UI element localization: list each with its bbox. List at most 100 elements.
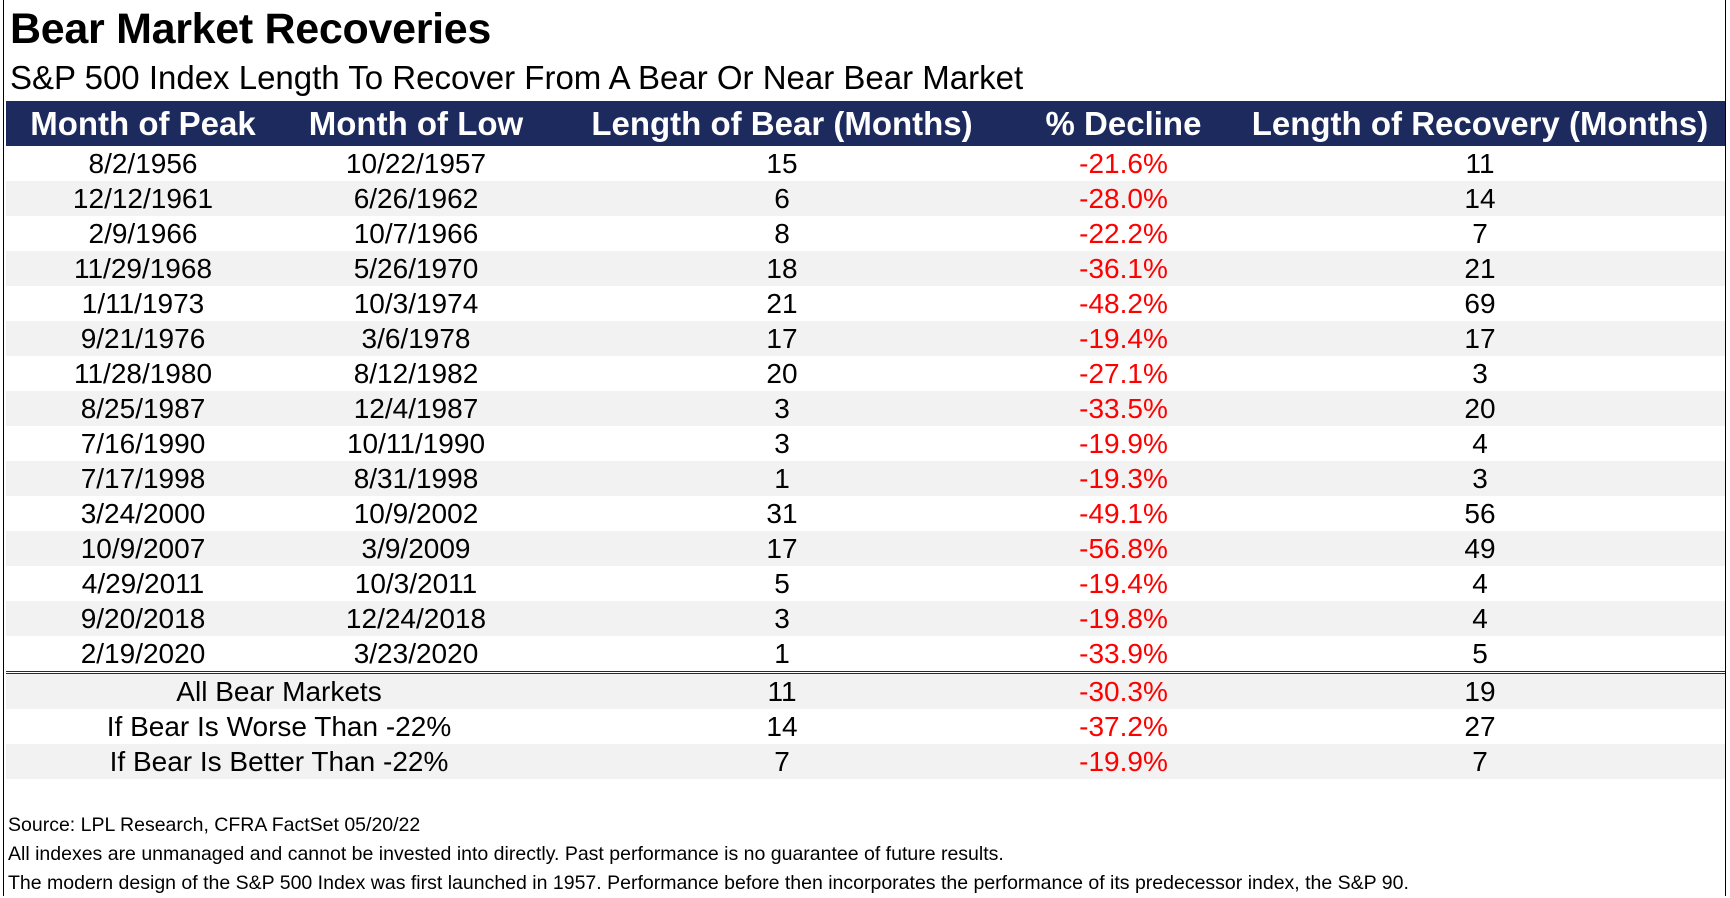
- cell-decline: -56.8%: [1012, 531, 1235, 566]
- summary-length-of-recovery: 27: [1235, 709, 1725, 744]
- cell-length-of-bear: 17: [552, 531, 1012, 566]
- cell-length-of-bear: 18: [552, 251, 1012, 286]
- summary-decline: -19.9%: [1012, 744, 1235, 779]
- cell-decline: -19.4%: [1012, 321, 1235, 356]
- summary-length-of-bear: 7: [552, 744, 1012, 779]
- cell-month-of-peak: 1/11/1973: [6, 286, 280, 321]
- cell-length-of-recovery: 11: [1235, 146, 1725, 181]
- cell-month-of-low: 8/31/1998: [280, 461, 552, 496]
- table-row: 1/11/1973 10/3/1974 21 -48.2% 69: [6, 286, 1725, 321]
- double-rule: [6, 671, 1725, 675]
- cell-month-of-low: 6/26/1962: [280, 181, 552, 216]
- cell-decline: -21.6%: [1012, 146, 1235, 181]
- cell-month-of-peak: 9/21/1976: [6, 321, 280, 356]
- cell-decline: -19.3%: [1012, 461, 1235, 496]
- cell-length-of-bear: 3: [552, 426, 1012, 461]
- table-frame: [3, 0, 1726, 896]
- cell-length-of-bear: 20: [552, 356, 1012, 391]
- page-subtitle: S&P 500 Index Length To Recover From A B…: [10, 59, 1024, 96]
- cell-month-of-peak: 8/2/1956: [6, 146, 280, 181]
- table-row: 9/20/2018 12/24/2018 3 -19.8% 4: [6, 601, 1725, 636]
- cell-length-of-recovery: 17: [1235, 321, 1725, 356]
- table-row: 12/12/1961 6/26/1962 6 -28.0% 14: [6, 181, 1725, 216]
- cell-length-of-bear: 5: [552, 566, 1012, 601]
- cell-length-of-recovery: 20: [1235, 391, 1725, 426]
- cell-month-of-low: 8/12/1982: [280, 356, 552, 391]
- cell-month-of-peak: 7/16/1990: [6, 426, 280, 461]
- cell-decline: -49.1%: [1012, 496, 1235, 531]
- cell-decline: -19.8%: [1012, 601, 1235, 636]
- summary-decline: -37.2%: [1012, 709, 1235, 744]
- summary-length-of-recovery: 7: [1235, 744, 1725, 779]
- source-note: Source: LPL Research, CFRA FactSet 05/20…: [8, 814, 421, 836]
- summary-length-of-recovery: 19: [1235, 674, 1725, 709]
- cell-month-of-low: 5/26/1970: [280, 251, 552, 286]
- cell-length-of-recovery: 49: [1235, 531, 1725, 566]
- cell-month-of-peak: 10/9/2007: [6, 531, 280, 566]
- cell-month-of-low: 10/11/1990: [280, 426, 552, 461]
- table-row: 4/29/2011 10/3/2011 5 -19.4% 4: [6, 566, 1725, 601]
- cell-length-of-recovery: 5: [1235, 636, 1725, 673]
- cell-length-of-recovery: 3: [1235, 356, 1725, 391]
- cell-decline: -22.2%: [1012, 216, 1235, 251]
- cell-length-of-recovery: 14: [1235, 181, 1725, 216]
- cell-month-of-low: 3/6/1978: [280, 321, 552, 356]
- cell-month-of-peak: 11/29/1968: [6, 251, 280, 286]
- cell-decline: -36.1%: [1012, 251, 1235, 286]
- cell-decline: -28.0%: [1012, 181, 1235, 216]
- cell-month-of-low: 3/23/2020: [280, 636, 552, 673]
- column-header-length-of-bear: Length of Bear (Months): [552, 101, 1012, 146]
- cell-length-of-recovery: 7: [1235, 216, 1725, 251]
- summary-length-of-bear: 14: [552, 709, 1012, 744]
- cell-length-of-recovery: 3: [1235, 461, 1725, 496]
- cell-length-of-recovery: 69: [1235, 286, 1725, 321]
- cell-length-of-bear: 31: [552, 496, 1012, 531]
- cell-month-of-peak: 2/19/2020: [6, 636, 280, 673]
- table-row: 2/9/1966 10/7/1966 8 -22.2% 7: [6, 216, 1725, 251]
- cell-length-of-recovery: 4: [1235, 601, 1725, 636]
- cell-month-of-low: 3/9/2009: [280, 531, 552, 566]
- cell-length-of-bear: 3: [552, 601, 1012, 636]
- cell-length-of-bear: 17: [552, 321, 1012, 356]
- cell-decline: -27.1%: [1012, 356, 1235, 391]
- summary-label: All Bear Markets: [6, 674, 552, 709]
- cell-month-of-peak: 9/20/2018: [6, 601, 280, 636]
- cell-length-of-bear: 3: [552, 391, 1012, 426]
- summary-label: If Bear Is Worse Than -22%: [6, 709, 552, 744]
- cell-month-of-low: 10/9/2002: [280, 496, 552, 531]
- cell-month-of-low: 10/7/1966: [280, 216, 552, 251]
- table-row: 10/9/2007 3/9/2009 17 -56.8% 49: [6, 531, 1725, 566]
- table-row: 11/29/1968 5/26/1970 18 -36.1% 21: [6, 251, 1725, 286]
- page-title: Bear Market Recoveries: [10, 5, 492, 53]
- disclaimer-note: All indexes are unmanaged and cannot be …: [8, 843, 1004, 865]
- cell-month-of-peak: 7/17/1998: [6, 461, 280, 496]
- cell-month-of-low: 10/3/1974: [280, 286, 552, 321]
- summary-length-of-bear: 11: [552, 674, 1012, 709]
- cell-month-of-peak: 3/24/2000: [6, 496, 280, 531]
- cell-month-of-peak: 8/25/1987: [6, 391, 280, 426]
- cell-month-of-peak: 2/9/1966: [6, 216, 280, 251]
- summary-row: If Bear Is Worse Than -22% 14 -37.2% 27: [6, 709, 1725, 744]
- table-header-row: Month of Peak Month of Low Length of Bea…: [6, 101, 1725, 146]
- cell-month-of-low: 12/4/1987: [280, 391, 552, 426]
- table-row: 8/25/1987 12/4/1987 3 -33.5% 20: [6, 391, 1725, 426]
- column-header-length-of-recovery: Length of Recovery (Months): [1235, 101, 1725, 146]
- cell-month-of-peak: 12/12/1961: [6, 181, 280, 216]
- cell-decline: -33.9%: [1012, 636, 1235, 673]
- summary-row: All Bear Markets 11 -30.3% 19: [6, 674, 1725, 709]
- index-history-note: The modern design of the S&P 500 Index w…: [8, 872, 1409, 894]
- column-header-decline: % Decline: [1012, 101, 1235, 146]
- summary-decline: -30.3%: [1012, 674, 1235, 709]
- table-row: 9/21/1976 3/6/1978 17 -19.4% 17: [6, 321, 1725, 356]
- cell-length-of-recovery: 4: [1235, 426, 1725, 461]
- cell-length-of-bear: 6: [552, 181, 1012, 216]
- cell-decline: -48.2%: [1012, 286, 1235, 321]
- cell-decline: -19.9%: [1012, 426, 1235, 461]
- cell-length-of-bear: 15: [552, 146, 1012, 181]
- cell-length-of-recovery: 56: [1235, 496, 1725, 531]
- summary-separator: [6, 671, 1725, 675]
- summary-label: If Bear Is Better Than -22%: [6, 744, 552, 779]
- table-row: 8/2/1956 10/22/1957 15 -21.6% 11: [6, 146, 1725, 181]
- cell-month-of-low: 12/24/2018: [280, 601, 552, 636]
- cell-month-of-peak: 4/29/2011: [6, 566, 280, 601]
